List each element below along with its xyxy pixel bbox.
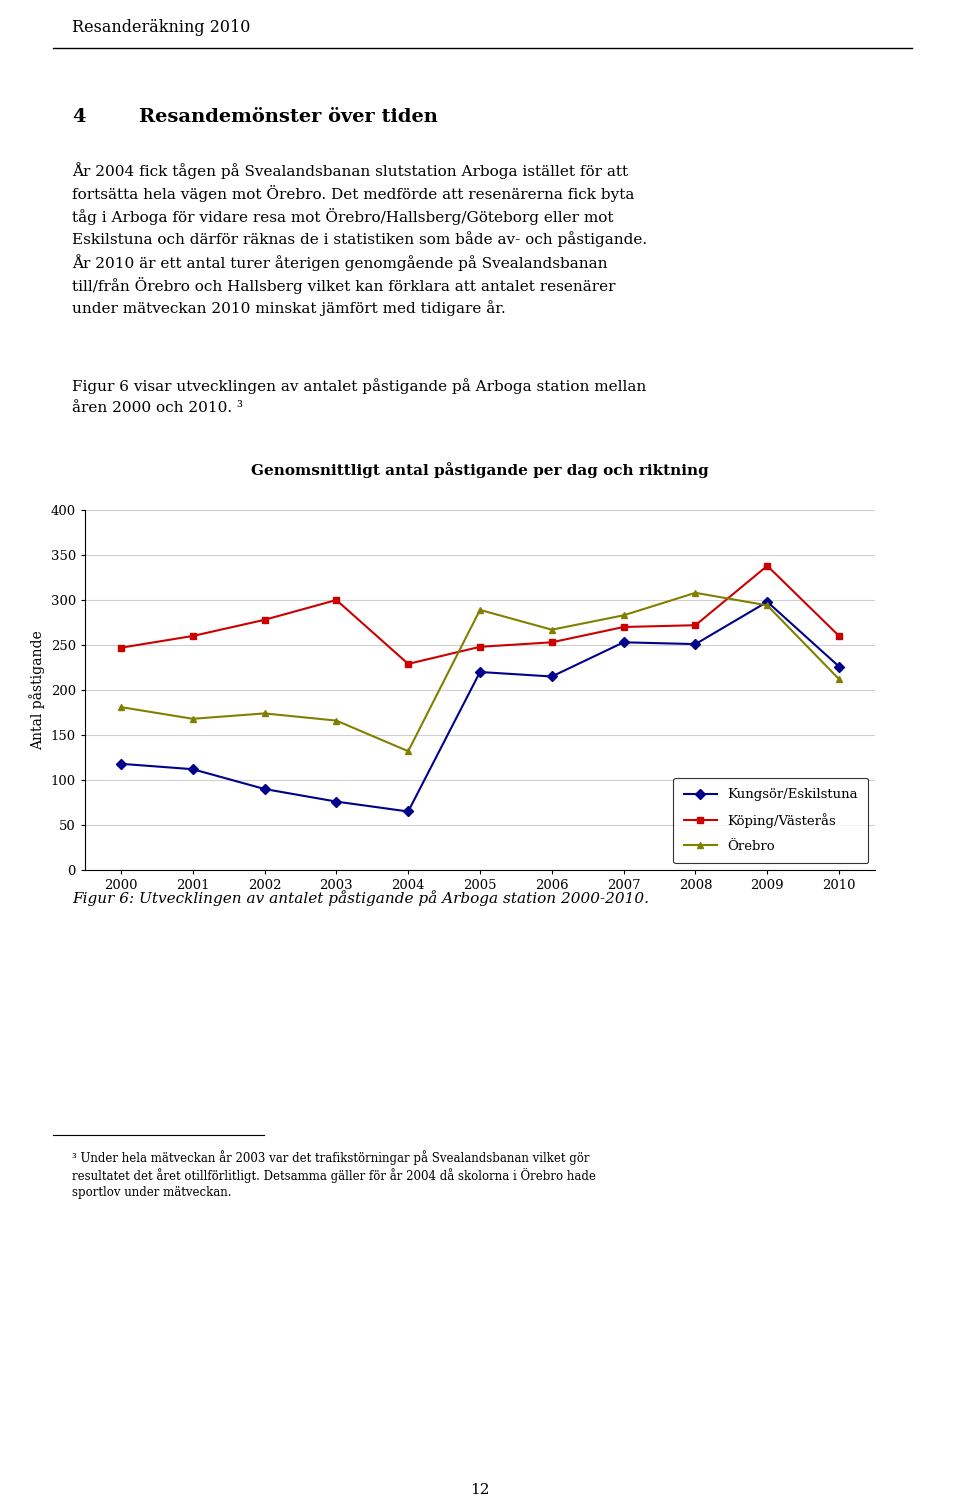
Text: Resandemönster över tiden: Resandemönster över tiden [139, 109, 438, 125]
Text: sportlov under mätveckan.: sportlov under mätveckan. [72, 1185, 231, 1199]
Text: under mätveckan 2010 minskat jämfört med tidigare år.: under mätveckan 2010 minskat jämfört med… [72, 300, 506, 316]
Köping/Västerås [115, 639, 127, 657]
Köping/Västerås [833, 627, 845, 645]
Line: Örebro: Örebro [117, 589, 843, 755]
Text: Resanderäkning 2010: Resanderäkning 2010 [72, 20, 251, 36]
Text: till/från Örebro och Hallsberg vilket kan förklara att antalet resenärer: till/från Örebro och Hallsberg vilket ka… [72, 276, 615, 294]
Köping/Västerås [187, 627, 199, 645]
Line: Kungsör/Eskilstuna: Kungsör/Eskilstuna [117, 598, 843, 815]
Text: 4: 4 [72, 109, 85, 125]
Kungsör/Eskilstuna [689, 636, 701, 654]
Kungsör/Eskilstuna [115, 755, 127, 773]
Köping/Västerås [618, 618, 630, 636]
Kungsör/Eskilstuna [259, 781, 271, 799]
Örebro [618, 606, 630, 624]
Örebro [546, 621, 558, 639]
Kungsör/Eskilstuna [474, 663, 486, 681]
Text: Eskilstuna och därför räknas de i statistiken som både av- och påstigande.: Eskilstuna och därför räknas de i statis… [72, 231, 647, 246]
Örebro [187, 710, 199, 728]
Text: År 2010 är ett antal turer återigen genomgående på Svealandsbanan: År 2010 är ett antal turer återigen geno… [72, 254, 608, 270]
Text: År 2004 fick tågen på Svealandsbanan slutstation Arboga istället för att: År 2004 fick tågen på Svealandsbanan slu… [72, 162, 628, 178]
Kungsör/Eskilstuna [618, 633, 630, 651]
Köping/Västerås [546, 633, 558, 651]
Text: Figur 6 visar utvecklingen av antalet påstigande på Arboga station mellan: Figur 6 visar utvecklingen av antalet på… [72, 378, 646, 394]
Köping/Västerås [474, 637, 486, 655]
Köping/Västerås [402, 655, 414, 673]
Örebro [402, 741, 414, 760]
Köping/Västerås [330, 590, 342, 609]
Text: tåg i Arboga för vidare resa mot Örebro/Hallsberg/Göteborg eller mot: tåg i Arboga för vidare resa mot Örebro/… [72, 208, 613, 225]
Kungsör/Eskilstuna [761, 593, 773, 612]
Y-axis label: Antal påstigande: Antal påstigande [30, 630, 45, 750]
Text: åren 2000 och 2010. ³: åren 2000 och 2010. ³ [72, 402, 243, 415]
Örebro [115, 698, 127, 716]
Örebro [330, 711, 342, 729]
Örebro [259, 704, 271, 722]
Örebro [833, 670, 845, 689]
Kungsör/Eskilstuna [402, 802, 414, 820]
Text: ³ Under hela mätveckan år 2003 var det trafikstörningar på Svealandsbanan vilket: ³ Under hela mätveckan år 2003 var det t… [72, 1151, 589, 1164]
Köping/Västerås [761, 557, 773, 575]
Örebro [474, 601, 486, 619]
Köping/Västerås [689, 616, 701, 634]
Legend: Kungsör/Eskilstuna, Köping/Västerås, Örebro: Kungsör/Eskilstuna, Köping/Västerås, Öre… [673, 778, 869, 864]
Kungsör/Eskilstuna [833, 657, 845, 675]
Örebro [761, 596, 773, 615]
Text: fortsätta hela vägen mot Örebro. Det medförde att resenärerna fick byta: fortsätta hela vägen mot Örebro. Det med… [72, 186, 635, 202]
Line: Köping/Västerås: Köping/Västerås [117, 562, 843, 667]
Kungsör/Eskilstuna [330, 793, 342, 811]
Text: Genomsnittligt antal påstigande per dag och riktning: Genomsnittligt antal påstigande per dag … [252, 462, 708, 477]
Text: resultatet det året otillförlitligt. Detsamma gäller för år 2004 då skolorna i Ö: resultatet det året otillförlitligt. Det… [72, 1169, 596, 1182]
Örebro [689, 584, 701, 602]
Text: Figur 6: Utvecklingen av antalet påstigande på Arboga station 2000-2010.: Figur 6: Utvecklingen av antalet påstiga… [72, 889, 649, 906]
Kungsör/Eskilstuna [187, 760, 199, 778]
Köping/Västerås [259, 610, 271, 628]
Text: 12: 12 [470, 1483, 490, 1496]
Kungsör/Eskilstuna [546, 667, 558, 686]
